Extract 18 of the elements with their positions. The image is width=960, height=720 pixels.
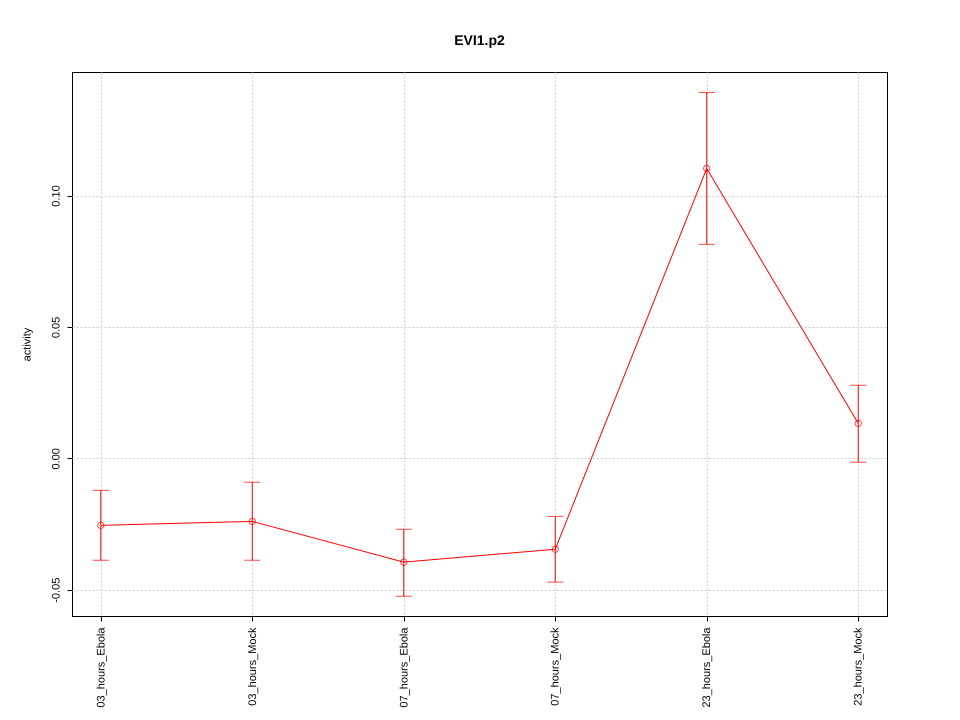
- y-tick-label: 0.00: [50, 448, 62, 470]
- chart-title: EVI1.p2: [454, 32, 505, 48]
- y-tick-label: -0.05: [50, 578, 62, 603]
- point: [552, 546, 559, 553]
- point: [400, 558, 408, 566]
- point: [703, 164, 710, 172]
- y-tick-label: 0.10: [50, 185, 62, 207]
- x-tick-label: 23_hours_Ebola: [701, 626, 714, 708]
- y-axis-title: activity: [22, 327, 34, 362]
- x-tick-label: 07_hours_Mock: [550, 627, 562, 706]
- x-tick-label: 23_hours_Mock: [852, 627, 865, 706]
- point: [854, 420, 862, 428]
- point: [97, 522, 104, 529]
- x-tick-label: 03_hours_Ebola: [95, 626, 108, 708]
- point: [248, 518, 256, 526]
- x-tick-label: 07_hours_Ebola: [398, 626, 410, 708]
- x-tick-label: 03_hours_Mock: [246, 627, 259, 706]
- y-tick-label: 0.05: [50, 316, 62, 338]
